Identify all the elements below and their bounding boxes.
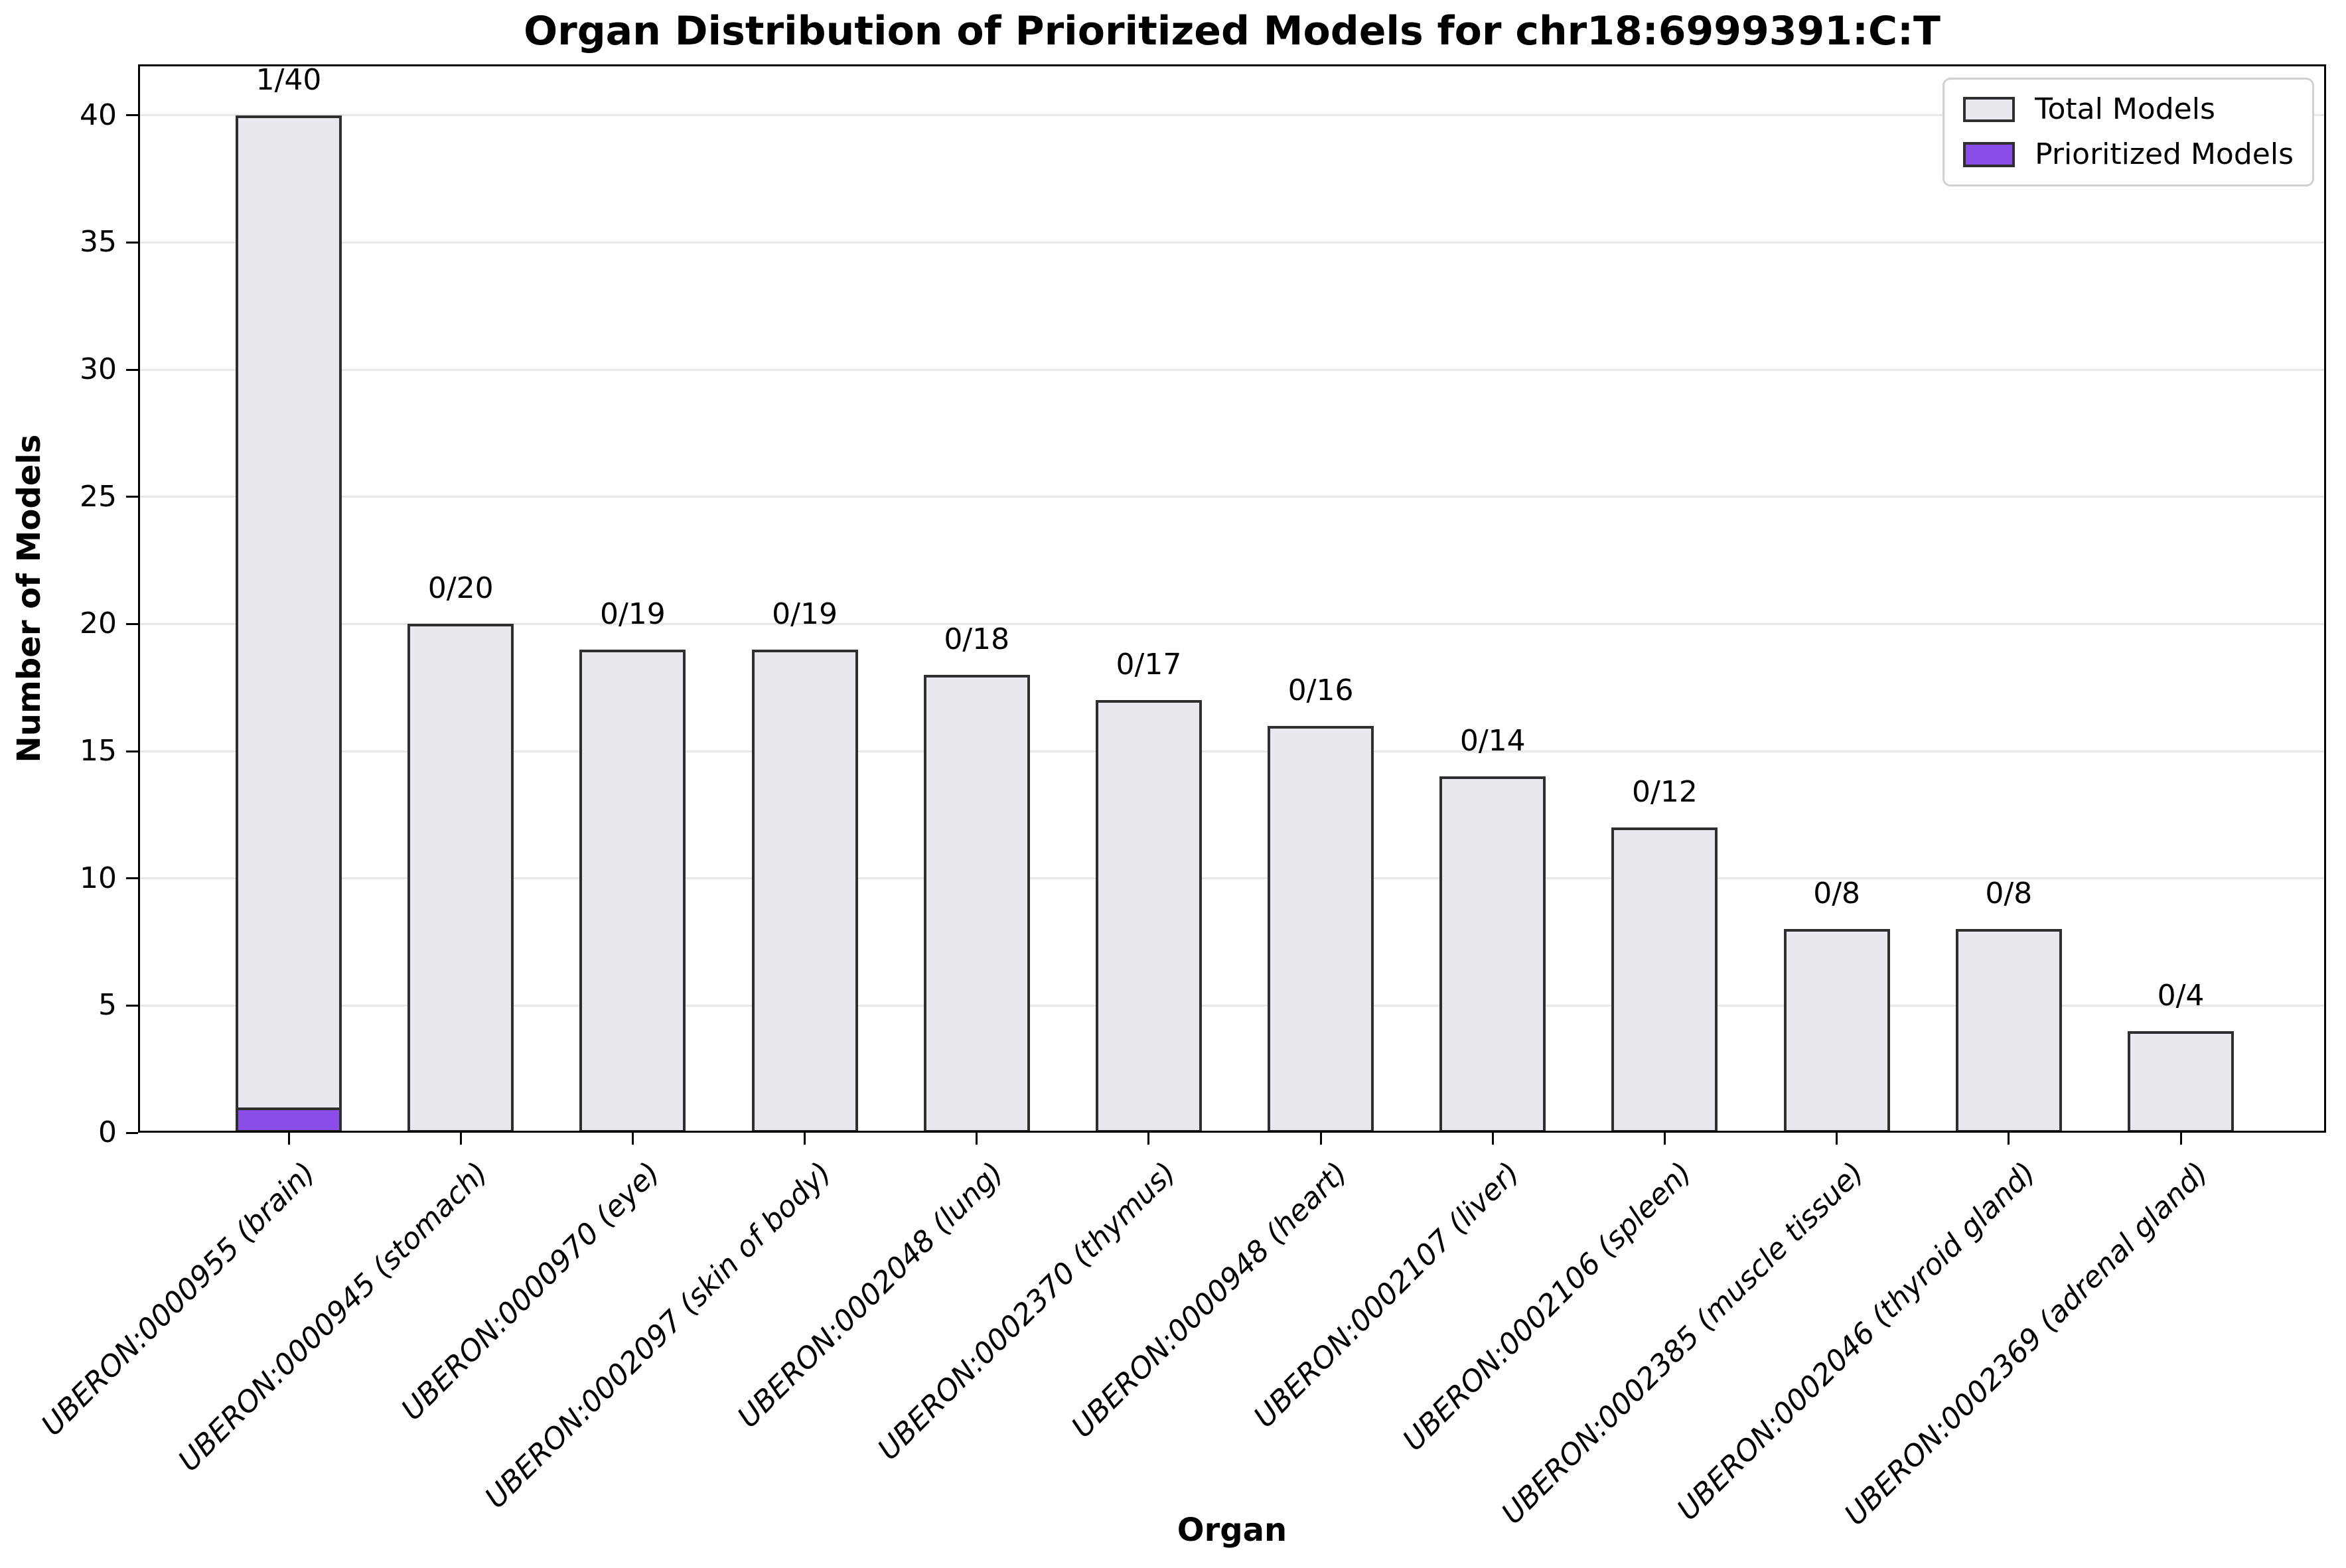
x-tick-label: UBERON:0002370 (thymus)	[871, 1155, 1183, 1467]
y-tick-label: 30	[80, 352, 117, 386]
x-tick	[1319, 1133, 1322, 1145]
gridline	[140, 496, 2324, 498]
x-tick	[459, 1133, 462, 1145]
bar-value-label: 1/40	[256, 62, 322, 97]
bar-value-label: 0/18	[944, 622, 1010, 656]
y-tick	[126, 750, 138, 752]
x-tick	[631, 1133, 634, 1145]
total-bar	[407, 624, 514, 1133]
x-tick	[2008, 1133, 2010, 1145]
bar-value-label: 0/19	[599, 597, 666, 631]
bar-value-label: 0/19	[772, 597, 838, 631]
x-tick-label: UBERON:0002046 (thyroid gland)	[1670, 1155, 2043, 1528]
bar-value-label: 0/8	[1985, 877, 2033, 911]
gridline	[140, 241, 2324, 244]
x-tick	[1836, 1133, 1838, 1145]
legend-label: Prioritized Models	[2035, 137, 2294, 171]
total-bar	[236, 115, 342, 1133]
bar-value-label: 0/16	[1287, 673, 1354, 707]
x-tick	[1147, 1133, 1150, 1145]
y-tick-label: 5	[98, 988, 117, 1023]
bar-value-label: 0/17	[1116, 648, 1182, 682]
bar-value-label: 0/8	[1813, 877, 1861, 911]
gridline	[140, 622, 2324, 625]
y-tick	[126, 877, 138, 880]
x-axis-label: Organ	[1177, 1512, 1287, 1549]
total-bar	[1783, 929, 1890, 1133]
y-tick	[126, 1004, 138, 1007]
gridline	[140, 368, 2324, 371]
y-tick-label: 20	[80, 606, 117, 641]
bar-value-label: 0/14	[1459, 724, 1526, 758]
gridline	[140, 750, 2324, 752]
total-bar	[923, 675, 1030, 1133]
x-tick	[287, 1133, 290, 1145]
total-bar	[1268, 725, 1374, 1133]
x-tick	[1491, 1133, 1494, 1145]
y-tick-label: 10	[80, 861, 117, 895]
x-tick-label: UBERON:0002106 (spleen)	[1396, 1155, 1699, 1458]
gridline	[140, 877, 2324, 880]
legend-item: Total Models	[1963, 93, 2294, 126]
bar-value-label: 0/4	[2157, 978, 2205, 1013]
total-bar	[2128, 1031, 2234, 1133]
y-tick	[126, 1131, 138, 1134]
bar-value-label: 0/12	[1632, 775, 1698, 809]
y-tick-label: 35	[80, 225, 117, 259]
y-tick-label: 40	[80, 98, 117, 132]
y-tick	[126, 496, 138, 498]
x-tick-label: UBERON:0000948 (heart)	[1065, 1155, 1355, 1445]
x-tick	[804, 1133, 806, 1145]
y-tick-label: 25	[80, 479, 117, 514]
total-bar	[1955, 929, 2062, 1133]
gridline	[140, 1004, 2324, 1007]
y-tick-label: 15	[80, 734, 117, 768]
legend-swatch-total-models	[1963, 97, 2016, 122]
prioritized-bar	[236, 1107, 342, 1133]
legend-swatch-prioritized-models	[1963, 142, 2016, 167]
gridline	[140, 114, 2324, 117]
legend: Total Models Prioritized Models	[1943, 78, 2314, 186]
legend-label: Total Models	[2035, 92, 2215, 126]
x-tick-label: UBERON:0002385 (muscle tissue)	[1495, 1155, 1871, 1532]
y-tick	[126, 368, 138, 371]
total-bar	[1095, 700, 1202, 1133]
total-bar	[751, 649, 858, 1133]
legend-item: Prioritized Models	[1963, 138, 2294, 171]
y-tick	[126, 622, 138, 625]
y-tick-label: 0	[98, 1115, 117, 1149]
x-tick	[2179, 1133, 2182, 1145]
y-tick	[126, 241, 138, 244]
y-tick	[126, 114, 138, 117]
x-tick-label: UBERON:0002369 (adrenal gland)	[1838, 1155, 2215, 1533]
chart-title: Organ Distribution of Prioritized Models…	[524, 8, 1941, 54]
x-tick-label: UBERON:0000955 (brain)	[35, 1155, 323, 1443]
x-tick	[976, 1133, 978, 1145]
x-tick-label: UBERON:0000945 (stomach)	[171, 1155, 494, 1478]
x-tick	[1663, 1133, 1666, 1145]
total-bar	[1439, 776, 1546, 1133]
total-bar	[579, 649, 686, 1133]
bar-value-label: 0/20	[427, 571, 494, 606]
x-tick-label: UBERON:0002097 (skin of body)	[478, 1155, 839, 1516]
total-bar	[1611, 827, 1718, 1133]
